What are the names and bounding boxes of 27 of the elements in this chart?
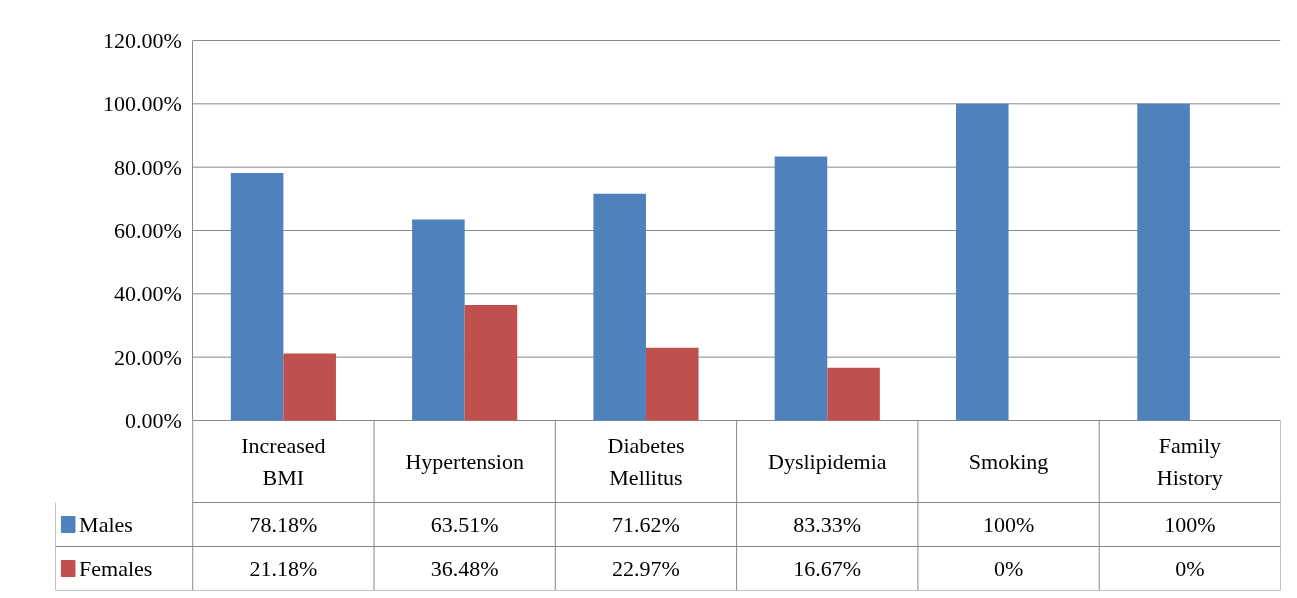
- legend-label: Males: [79, 512, 133, 537]
- data-label: 71.62%: [612, 512, 680, 537]
- data-label: 16.67%: [793, 556, 862, 581]
- legend-label: Females: [79, 556, 153, 581]
- x-tick-label: Family History: [1156, 433, 1223, 490]
- y-tick-label: 60.00%: [113, 218, 182, 243]
- data-label: 36.48%: [430, 556, 499, 581]
- x-tick-label: Smoking: [968, 449, 1049, 474]
- data-label: 21.18%: [249, 556, 318, 581]
- y-tick-label: 80.00%: [113, 154, 182, 180]
- x-tick-label: Hypertension: [405, 449, 524, 474]
- data-label: 83.33%: [793, 512, 862, 537]
- y-tick-label: 40.00%: [113, 281, 182, 307]
- data-label: 0%: [1175, 556, 1205, 581]
- data-label: 63.51%: [430, 512, 499, 537]
- y-tick-label: 100.00%: [102, 91, 182, 117]
- x-tick-label: Dyslipidemia: [768, 449, 887, 474]
- data-label: 100%: [982, 512, 1035, 537]
- data-label: 100%: [1164, 512, 1216, 537]
- y-tick-label: 0.00%: [124, 408, 182, 433]
- data-label: 78.18%: [249, 512, 318, 537]
- data-label: 0%: [993, 556, 1024, 581]
- data-label: 22.97%: [612, 556, 680, 581]
- y-tick-label: 120.00%: [102, 28, 182, 53]
- x-tick-label: Increased BMI: [241, 433, 326, 490]
- x-tick-label: Diabetes Mellitus: [607, 433, 685, 490]
- y-tick-label: 20.00%: [113, 344, 182, 370]
